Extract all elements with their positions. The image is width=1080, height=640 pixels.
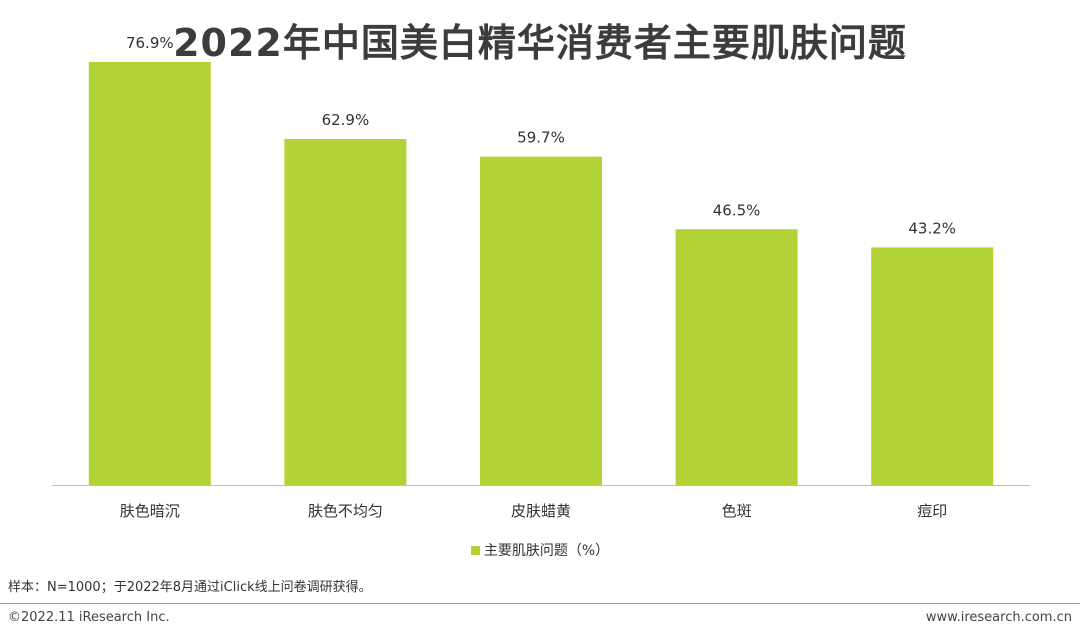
data-label-2: 59.7% bbox=[517, 129, 565, 147]
legend: 主要肌肤问题（%） bbox=[0, 540, 1080, 560]
bar-4 bbox=[871, 247, 994, 485]
copyright-text: ©2022.11 iResearch Inc. bbox=[8, 610, 170, 625]
x-tick-label-1: 肤色不均匀 bbox=[308, 502, 383, 520]
data-label-3: 46.5% bbox=[713, 201, 761, 219]
legend-label: 主要肌肤问题（%） bbox=[483, 543, 610, 559]
sample-note: 样本：N=1000；于2022年8月通过iClick线上问卷调研获得。 bbox=[8, 580, 372, 595]
website-link[interactable]: www.iresearch.com.cn bbox=[925, 610, 1072, 625]
x-tick-label-2: 皮肤蜡黄 bbox=[511, 502, 571, 520]
chart-title: 2022年中国美白精华消费者主要肌肤问题 bbox=[173, 21, 907, 65]
x-tick-label-0: 肤色暗沉 bbox=[120, 502, 180, 520]
footer-divider bbox=[0, 603, 1080, 604]
bar-chart: 76.9% 肤色暗沉 62.9% 肤色不均匀 59.7% 皮肤蜡黄 46.5% 色斑 43.2%… bbox=[52, 34, 1030, 520]
x-tick-label-4: 痘印 bbox=[917, 502, 947, 520]
legend-swatch bbox=[470, 545, 480, 555]
data-label-4: 43.2% bbox=[908, 219, 956, 237]
bar-1 bbox=[284, 139, 407, 486]
data-label-1: 62.9% bbox=[322, 111, 370, 129]
bar-3 bbox=[675, 229, 798, 485]
data-label-0: 76.9% bbox=[126, 34, 174, 52]
bar-2 bbox=[480, 156, 602, 485]
bar-0 bbox=[88, 62, 211, 486]
x-tick-label-3: 色斑 bbox=[722, 502, 752, 520]
